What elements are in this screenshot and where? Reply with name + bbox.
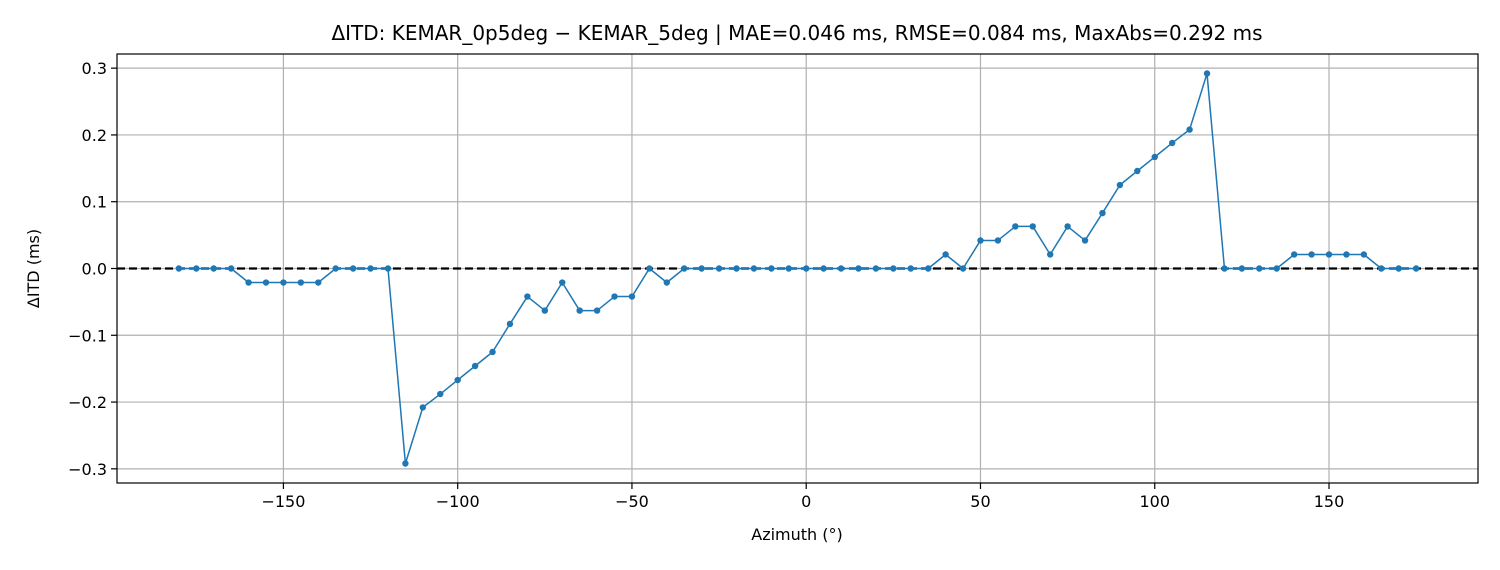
data-point [1412,265,1420,272]
data-point [803,265,810,272]
data-point [1064,223,1071,230]
data-point [1325,251,1333,258]
data-point [855,265,862,272]
data-point [994,237,1002,244]
data-point [820,265,827,272]
data-point [437,390,444,398]
data-point [1116,181,1124,189]
data-point [227,265,235,272]
y-tick-label: −0.1 [68,326,107,345]
data-point [750,265,758,272]
data-point [210,265,217,272]
data-point [907,265,914,272]
data-point [297,279,305,286]
x-tick-label: −150 [261,492,305,511]
y-tick-label: −0.3 [68,460,107,479]
data-point [890,265,897,272]
data-point [924,265,932,272]
data-point [628,293,636,300]
data-point [1151,153,1158,161]
data-point [1186,126,1193,133]
data-point [698,265,705,272]
y-tick-label: 0.3 [82,59,107,78]
data-point [646,265,653,272]
data-point [541,307,549,314]
data-point [576,307,583,314]
y-tick-label: 0.2 [82,126,107,145]
x-tick-label: 100 [1139,492,1170,511]
y-tick-label: −0.2 [68,393,107,412]
data-point [367,265,374,272]
data-point [1203,70,1211,77]
data-point [332,265,339,272]
x-tick-label: −100 [436,492,480,511]
data-point [349,265,357,272]
y-tick-label: 0.1 [82,193,107,212]
x-tick-label: 50 [970,492,990,511]
data-point [1081,237,1089,244]
data-point [419,404,427,411]
data-point [1360,251,1368,258]
data-point [489,348,496,356]
data-point [1029,223,1036,230]
x-axis-title: Azimuth (°) [751,525,843,544]
data-point [193,265,200,272]
series-group [175,70,1420,467]
data-point [1168,139,1176,147]
data-point [1099,209,1106,217]
data-point [454,376,461,384]
data-point [785,265,792,272]
data-point [402,460,409,467]
data-point [663,279,671,286]
data-point [262,279,270,286]
data-point [1046,251,1054,258]
y-axis-title: ΔITD (ms) [24,229,43,308]
data-point [959,265,967,272]
data-point [977,237,984,244]
x-tick-label: −50 [615,492,649,511]
y-tick-label: 0.0 [82,260,107,279]
data-point [733,265,740,272]
data-point [768,265,775,272]
data-point [1395,265,1402,272]
data-point [471,362,479,370]
data-point [175,265,183,272]
data-point [1273,265,1280,272]
data-point [1378,265,1385,272]
x-tick-label: 150 [1314,492,1345,511]
data-point [280,279,287,286]
x-tick-label: 0 [801,492,811,511]
data-point [1221,265,1228,272]
chart-title: ΔITD: KEMAR_0p5deg − KEMAR_5deg | MAE=0.… [331,21,1262,45]
data-point [681,265,688,272]
data-point [715,265,723,272]
data-point [524,293,531,300]
data-point [1290,251,1298,258]
data-point [559,279,566,286]
data-point [1256,265,1263,272]
ticks: −150 −100 −50 0 50 100 150 −0.3 −0.2 −0.1 0.0 0.1 0.… [68,59,1344,511]
data-point [1343,251,1350,258]
data-point [1134,167,1141,175]
data-point [384,265,392,272]
data-point [872,265,880,272]
data-point [1308,251,1315,258]
data-point [837,265,845,272]
data-point [506,320,514,328]
data-point [315,279,322,286]
data-point [942,251,949,258]
data-point [1238,265,1246,272]
data-point [1012,223,1019,230]
data-point [245,279,252,286]
data-point [593,307,601,314]
data-point [611,293,618,300]
